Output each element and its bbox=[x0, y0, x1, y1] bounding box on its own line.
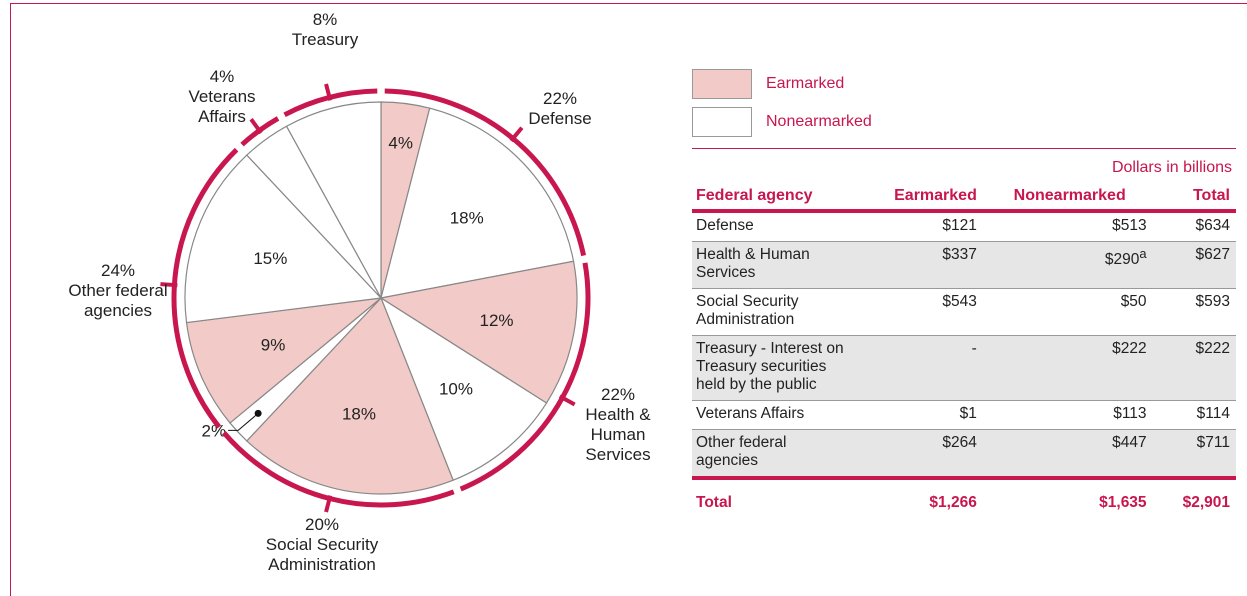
total-cell: $2,901 bbox=[1154, 476, 1236, 518]
group-name: Treasury bbox=[292, 30, 359, 49]
table-cell: $337 bbox=[854, 241, 985, 289]
table-row: Treasury - Interest on Treasury securiti… bbox=[692, 335, 1236, 401]
group-name: Defense bbox=[528, 109, 591, 128]
table-cell: $121 bbox=[854, 211, 985, 242]
caption-row: Dollars in billions bbox=[692, 148, 1236, 183]
table-cell: $447 bbox=[984, 429, 1155, 479]
row-header: Other federal agencies bbox=[692, 429, 854, 479]
group-tick bbox=[509, 126, 524, 143]
group-percent: 20% bbox=[305, 515, 339, 534]
slice-label: 18% bbox=[342, 405, 376, 424]
legend-label: Earmarked bbox=[766, 75, 845, 92]
table-row: Health & Human Services $337 $290a $627 bbox=[692, 241, 1236, 289]
total-row: Total $1,266 $1,635 $2,901 bbox=[692, 476, 1236, 518]
total-cell: $1,635 bbox=[984, 476, 1155, 518]
row-header: Health & Human Services bbox=[692, 241, 854, 289]
group-tick bbox=[160, 282, 178, 288]
pie-slice bbox=[379, 260, 578, 404]
table-row: Veterans Affairs $1 $113 $114 bbox=[692, 400, 1236, 430]
column-header: Earmarked bbox=[854, 183, 985, 213]
slice-label: 9% bbox=[261, 336, 286, 355]
slice-label: 10% bbox=[439, 380, 473, 399]
legend: Earmarked Nonearmarked bbox=[692, 68, 872, 144]
legend-item: Nonearmarked bbox=[692, 106, 872, 138]
legend-label: Nonearmarked bbox=[766, 113, 872, 130]
group-tick bbox=[324, 83, 333, 101]
data-table: Dollars in billions Federal agency Earmark… bbox=[692, 148, 1236, 518]
group-name: Veterans bbox=[188, 87, 255, 106]
table-cell: $114 bbox=[1154, 400, 1236, 430]
pie-slice bbox=[379, 296, 548, 482]
column-header: Federal agency bbox=[692, 183, 854, 213]
table-cell: $222 bbox=[1154, 335, 1236, 401]
table-row: Defense $121 $513 $634 bbox=[692, 211, 1236, 242]
label-pointer bbox=[228, 413, 259, 431]
table-cell: $513 bbox=[984, 211, 1155, 242]
group-percent: 22% bbox=[601, 385, 635, 404]
group-name: Administration bbox=[268, 555, 376, 574]
group-name: Social Security bbox=[266, 535, 379, 554]
cell-text: $290 bbox=[1104, 251, 1140, 269]
table-cell: $50 bbox=[984, 288, 1155, 336]
row-header: Veterans Affairs bbox=[692, 400, 854, 430]
table-cell: $593 bbox=[1154, 288, 1236, 336]
group-name: Services bbox=[585, 445, 650, 464]
footnote-mark: a bbox=[1139, 246, 1147, 261]
column-header: Total bbox=[1154, 183, 1236, 213]
group-percent: 8% bbox=[313, 10, 338, 29]
slice-label: 15% bbox=[253, 249, 287, 268]
legend-swatch bbox=[692, 107, 752, 137]
group-tick bbox=[249, 118, 263, 135]
table-cell: $264 bbox=[854, 429, 985, 479]
row-header: Treasury - Interest on Treasury securiti… bbox=[692, 335, 854, 401]
header-row: Federal agency Earmarked Nonearmarked Total bbox=[692, 183, 1236, 213]
slice-label: 12% bbox=[480, 311, 514, 330]
group-percent: 22% bbox=[543, 89, 577, 108]
group-tick bbox=[558, 394, 576, 407]
table-row: Other federal agencies $264 $447 $711 bbox=[692, 429, 1236, 479]
pie-slice bbox=[184, 154, 383, 324]
total-cell: Total bbox=[692, 476, 854, 518]
column-header: Nonearmarked bbox=[984, 183, 1155, 213]
slice-label: 18% bbox=[450, 208, 484, 227]
legend-swatch bbox=[692, 69, 752, 99]
slice-label: 4% bbox=[388, 133, 413, 152]
pie-slice bbox=[245, 296, 454, 495]
total-cell: $1,266 bbox=[854, 476, 985, 518]
group-percent: 4% bbox=[210, 67, 235, 86]
pie-chart: 4%18%12%10%18%2%9%15%22%Defense22%Health… bbox=[68, 10, 651, 574]
row-header: Social Security Administration bbox=[692, 288, 854, 336]
group-name: Health & bbox=[585, 405, 651, 424]
legend-item: Earmarked bbox=[692, 68, 872, 100]
group-percent: 24% bbox=[101, 261, 135, 280]
table-cell: $627 bbox=[1154, 241, 1236, 289]
table-cell: - bbox=[854, 335, 985, 401]
table-cell: $222 bbox=[984, 335, 1155, 401]
row-header: Defense bbox=[692, 211, 854, 242]
table-cell: $1 bbox=[854, 400, 985, 430]
group-name: Other federal bbox=[68, 281, 167, 300]
table-cell: $634 bbox=[1154, 211, 1236, 242]
table-cell: $543 bbox=[854, 288, 985, 336]
frame bbox=[10, 3, 1247, 596]
group-tick bbox=[324, 495, 333, 513]
table-caption: Dollars in billions bbox=[692, 148, 1236, 183]
table-cell: $113 bbox=[984, 400, 1155, 430]
pie-slice bbox=[380, 107, 575, 299]
group-name: Human bbox=[591, 425, 646, 444]
table-row: Social Security Administration $543 $50 $59… bbox=[692, 288, 1236, 336]
group-name: agencies bbox=[84, 301, 152, 320]
table-cell: $290a bbox=[984, 241, 1155, 289]
pie-slice bbox=[185, 297, 383, 424]
table-cell: $711 bbox=[1154, 429, 1236, 479]
group-name: Affairs bbox=[198, 107, 246, 126]
pie-slice bbox=[285, 101, 382, 299]
